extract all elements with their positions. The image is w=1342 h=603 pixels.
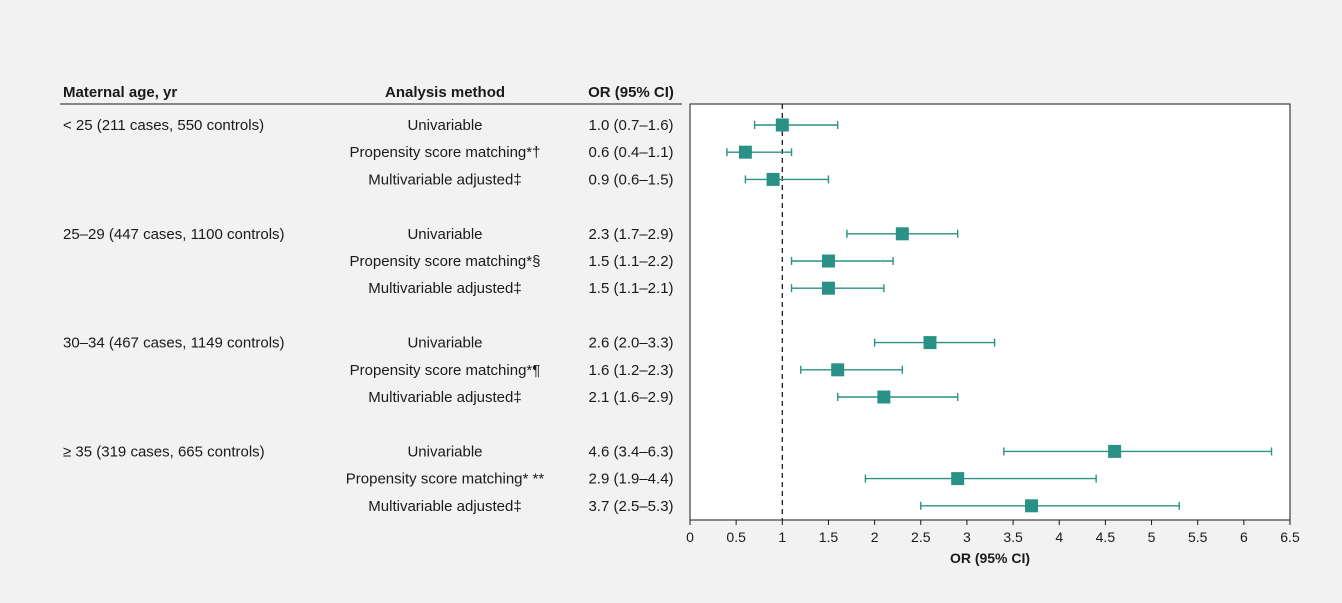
or-point-marker bbox=[951, 472, 965, 486]
or-point-marker bbox=[775, 118, 789, 132]
x-tick-label: 4 bbox=[1055, 529, 1063, 545]
x-tick-label: 2.5 bbox=[911, 529, 931, 545]
header-analysis-method: Analysis method bbox=[385, 84, 505, 101]
x-tick-label: 1.5 bbox=[819, 529, 839, 545]
or-ci-value: 2.6 (2.0–3.3) bbox=[588, 335, 673, 352]
or-ci-value: 2.1 (1.6–2.9) bbox=[588, 389, 673, 406]
estimate-marks bbox=[726, 118, 1273, 513]
or-point-marker bbox=[1025, 499, 1039, 513]
x-tick-label: 2 bbox=[871, 529, 879, 545]
analysis-method-label: Propensity score matching*¶ bbox=[350, 362, 541, 379]
or-point-marker bbox=[738, 145, 752, 159]
analysis-method-label: Multivariable adjusted‡ bbox=[368, 498, 521, 515]
analysis-method-label: Univariable bbox=[407, 117, 482, 134]
analysis-method-label: Propensity score matching*§ bbox=[350, 253, 541, 270]
or-ci-value: 1.5 (1.1–2.2) bbox=[588, 253, 673, 270]
or-ci-value: 1.0 (0.7–1.6) bbox=[588, 117, 673, 134]
x-tick-label: 6.5 bbox=[1280, 529, 1300, 545]
x-tick-label: 4.5 bbox=[1096, 529, 1116, 545]
or-point-marker bbox=[821, 254, 835, 268]
or-point-marker bbox=[895, 227, 909, 241]
or-point-marker bbox=[1108, 444, 1122, 458]
x-tick-label: 1 bbox=[778, 529, 786, 545]
or-point-marker bbox=[831, 363, 845, 377]
x-tick-label: 6 bbox=[1240, 529, 1248, 545]
table-rows: < 25 (211 cases, 550 controls) Univariabl… bbox=[63, 117, 674, 515]
x-tick-label: 3 bbox=[963, 529, 971, 545]
group-label: ≥ 35 (319 cases, 665 controls) bbox=[63, 443, 265, 460]
x-tick-label: 0 bbox=[686, 529, 694, 545]
header-maternal-age: Maternal age, yr bbox=[63, 84, 177, 101]
analysis-method-label: Multivariable adjusted‡ bbox=[368, 171, 521, 188]
or-point-marker bbox=[923, 336, 937, 350]
x-tick-label: 5 bbox=[1148, 529, 1156, 545]
table-header: Maternal age, yr Analysis method OR (95%… bbox=[60, 84, 682, 105]
or-ci-value: 2.9 (1.9–4.4) bbox=[588, 471, 673, 488]
or-ci-value: 0.9 (0.6–1.5) bbox=[588, 171, 673, 188]
header-or-ci: OR (95% CI) bbox=[588, 84, 674, 101]
or-point-marker bbox=[821, 281, 835, 295]
x-tick-label: 3.5 bbox=[1003, 529, 1023, 545]
analysis-method-label: Propensity score matching* ** bbox=[346, 471, 545, 488]
or-point-marker bbox=[877, 390, 891, 404]
analysis-method-label: Univariable bbox=[407, 226, 482, 243]
or-point-marker bbox=[766, 172, 780, 186]
or-ci-value: 3.7 (2.5–5.3) bbox=[588, 498, 673, 515]
group-label: 30–34 (467 cases, 1149 controls) bbox=[63, 335, 285, 352]
x-axis-title: OR (95% CI) bbox=[950, 550, 1030, 566]
analysis-method-label: Multivariable adjusted‡ bbox=[368, 280, 521, 297]
or-ci-value: 4.6 (3.4–6.3) bbox=[588, 443, 673, 460]
x-tick-label: 0.5 bbox=[726, 529, 746, 545]
or-ci-value: 1.6 (1.2–2.3) bbox=[588, 362, 673, 379]
analysis-method-label: Univariable bbox=[407, 335, 482, 352]
analysis-method-label: Univariable bbox=[407, 443, 482, 460]
analysis-method-label: Propensity score matching*† bbox=[350, 144, 541, 161]
x-tick-label: 5.5 bbox=[1188, 529, 1208, 545]
or-ci-value: 1.5 (1.1–2.1) bbox=[588, 280, 673, 297]
plot-area bbox=[689, 103, 1291, 521]
analysis-method-label: Multivariable adjusted‡ bbox=[368, 389, 521, 406]
x-axis: 0 0.5 1 1.5 2 2.5 3 3.5 4 4.5 5 5.5 6 6.5 OR (95% CI) bbox=[686, 520, 1300, 566]
or-ci-value: 0.6 (0.4–1.1) bbox=[588, 144, 673, 161]
group-label: < 25 (211 cases, 550 controls) bbox=[63, 117, 264, 134]
or-ci-value: 2.3 (1.7–2.9) bbox=[588, 226, 673, 243]
group-label: 25–29 (447 cases, 1100 controls) bbox=[63, 226, 285, 243]
